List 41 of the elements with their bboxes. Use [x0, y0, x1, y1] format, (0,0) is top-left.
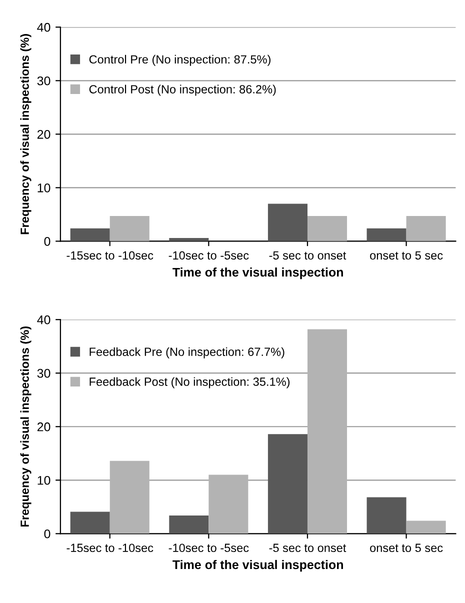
y-tick-label: 0 [44, 529, 50, 538]
legend-label: Feedback Post (No inspection: 35.1%) [90, 377, 290, 388]
y-tick-label: 30 [37, 76, 50, 86]
bar [110, 216, 150, 242]
legend-label: Control Post (No inspection: 86.2%) [89, 84, 276, 96]
bar [169, 238, 209, 242]
y-axis-title: Frequency of visual inspections (%) [20, 34, 32, 234]
bar [366, 228, 406, 242]
bar [110, 460, 150, 534]
x-tick-label: -5 sec to onset [269, 544, 346, 552]
x-tick-label: -15sec to -10sec [66, 251, 154, 260]
y-tick-label: 10 [38, 183, 50, 192]
bar [70, 228, 110, 242]
bar [307, 329, 348, 534]
bar [70, 512, 110, 534]
x-tick-label: -5 sec to onset [269, 251, 346, 260]
legend-label: Control Pre (No inspection: 87.5%) [89, 54, 270, 66]
x-tick-label: onset to 5 sec [370, 251, 443, 260]
y-tick-label: 20 [37, 130, 50, 139]
bar [406, 216, 446, 242]
y-axis-title: Frequency of visual inspections (%) [20, 326, 32, 527]
bar [406, 520, 446, 534]
x-tick-label: onset to 5 sec [370, 544, 443, 552]
y-tick-label: 0 [44, 237, 50, 246]
bar [208, 474, 248, 534]
y-tick-label: 40 [37, 22, 50, 32]
x-tick-label: -10sec to -5sec [168, 544, 249, 552]
y-tick-label: 40 [37, 315, 50, 324]
y-tick-label: 30 [37, 368, 50, 378]
y-tick-label: 10 [38, 476, 50, 485]
x-axis-title: Time of the visual inspection [172, 560, 343, 572]
bar [268, 204, 308, 242]
y-tick-label: 20 [37, 422, 50, 432]
bar [169, 515, 209, 534]
bar [268, 434, 308, 534]
legend-label: Feedback Pre (No inspection: 67.7%) [90, 347, 284, 358]
x-tick-label: -10sec to -5sec [168, 251, 249, 260]
bar [307, 216, 348, 242]
bar [366, 497, 406, 534]
x-axis-title: Time of the visual inspection [172, 267, 343, 280]
x-tick-label: -15sec to -10sec [66, 544, 154, 552]
